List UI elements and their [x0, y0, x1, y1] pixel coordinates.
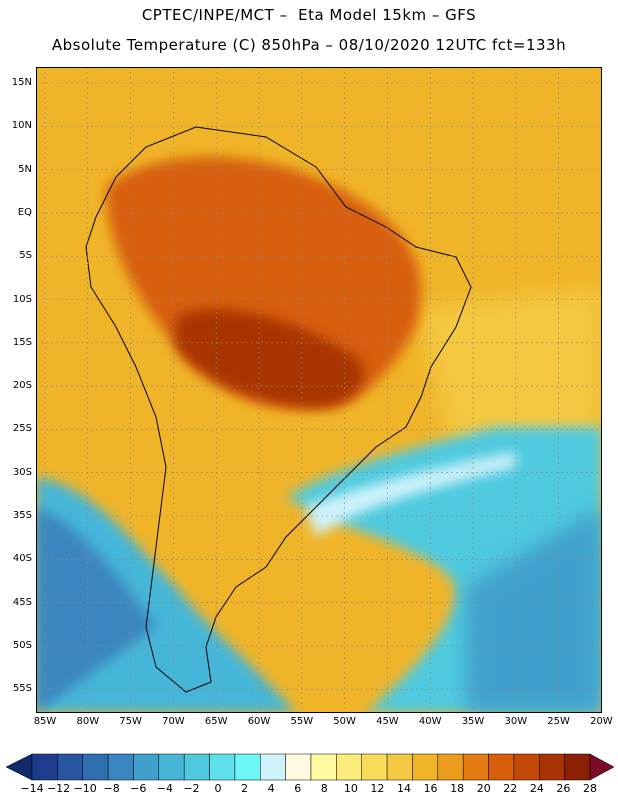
colorbar-swatch	[31, 753, 58, 781]
latitude-label: 15N	[11, 77, 32, 88]
colorbar-label: 20	[476, 782, 491, 795]
colorbar-label: 10	[343, 782, 358, 795]
colorbar-swatch	[183, 753, 210, 781]
longitude-label: 50W	[333, 716, 356, 727]
latitude-label: 15S	[12, 336, 32, 348]
colorbar-swatch	[361, 753, 388, 781]
longitude-label: 35W	[461, 716, 485, 727]
colorbar-swatch	[234, 753, 261, 781]
colorbar-swatch	[488, 753, 515, 781]
colorbar	[5, 753, 615, 781]
colorbar-label: −6	[130, 782, 147, 795]
longitude-label: 85W	[33, 716, 57, 727]
hottest-interior-region	[176, 309, 364, 407]
colorbar-label: 2	[241, 782, 249, 795]
longitude-label: 40W	[418, 716, 442, 727]
latitude-label: 30S	[12, 466, 32, 478]
longitude-label: 75W	[119, 716, 142, 727]
south-america-coastline	[85, 126, 472, 693]
longitude-label: 45W	[376, 716, 399, 727]
latitude-label: 10N	[11, 120, 32, 132]
colorbar-swatch	[82, 753, 109, 781]
latitude-label: EQ	[17, 206, 32, 218]
latitude-label: 5N	[18, 163, 32, 175]
colorbar-label: 22	[503, 782, 518, 795]
map-frame	[36, 67, 602, 713]
colorbar-label: 24	[529, 782, 544, 795]
colorbar-label: 12	[370, 782, 385, 795]
colorbar-swatch	[285, 753, 312, 781]
longitude-label: 70W	[162, 716, 185, 727]
colorbar-label: 26	[556, 782, 571, 795]
colorbar-label: 16	[423, 782, 438, 795]
colorbar-label: −2	[183, 782, 200, 795]
longitude-label: 60W	[247, 716, 271, 727]
latitude-label: 10S	[12, 293, 32, 305]
colorbar-label: −14	[20, 782, 44, 795]
latitude-label: 45S	[12, 596, 32, 608]
longitude-label: 30W	[504, 716, 528, 727]
colorbar-swatch	[336, 753, 362, 781]
very-cold-pacific-region	[36, 507, 156, 713]
colorbar-label: 14	[397, 782, 411, 795]
latitude-label: 35S	[12, 510, 32, 521]
colorbar-swatch	[386, 753, 413, 781]
colorbar-label: 28	[583, 782, 597, 795]
longitude-label: 25W	[547, 716, 570, 727]
colorbar-swatch	[437, 753, 464, 781]
longitude-label: 80W	[76, 716, 100, 727]
map-title: CPTEC/INPE/MCT – Eta Model 15km – GFS	[141, 6, 477, 24]
colorbar-swatch	[462, 753, 489, 781]
longitude-label: 55W	[290, 716, 314, 727]
colorbar-swatch	[412, 753, 439, 781]
colorbar-label: 6	[294, 782, 302, 795]
colorbar-swatch	[310, 753, 337, 781]
colorbar-swatch	[513, 753, 540, 781]
colorbar-label: −12	[46, 782, 71, 795]
latitude-label: 5S	[19, 250, 32, 262]
colorbar-label: 4	[267, 782, 275, 795]
colder-atlantic-region	[466, 507, 602, 713]
colorbar-label: −4	[156, 782, 173, 795]
colorbar-label: −8	[103, 782, 120, 795]
light-band-region	[306, 452, 516, 537]
colorbar-swatch	[158, 753, 185, 781]
latitude-label: 50S	[12, 639, 32, 651]
longitude-label: 20W	[590, 716, 613, 727]
colorbar-swatch	[209, 753, 236, 781]
colorbar-swatch	[107, 753, 134, 781]
colorbar-swatch	[57, 753, 83, 781]
colorbar-swatch	[564, 753, 591, 781]
colorbar-swatch	[539, 753, 565, 781]
latitude-label: 25S	[12, 423, 32, 435]
latitude-label: 40S	[12, 553, 32, 565]
colorbar-label: 18	[450, 782, 465, 795]
colorbar-swatch	[133, 753, 160, 781]
colorbar-label: −10	[73, 782, 97, 795]
colorbar-swatch	[260, 753, 286, 781]
temperature-map	[36, 67, 602, 713]
map-subtitle: Absolute Temperature (C) 850hPa – 08/10/…	[51, 36, 567, 54]
latitude-label: 55S	[12, 683, 32, 695]
longitude-label: 65W	[204, 716, 228, 727]
latitude-label: 20S	[12, 380, 32, 392]
grid-lines	[36, 67, 602, 713]
colorbar-right-arrow	[589, 753, 615, 781]
colorbar-label: 0	[214, 782, 222, 795]
colorbar-left-arrow	[5, 753, 33, 781]
colorbar-label: 8	[320, 782, 328, 795]
